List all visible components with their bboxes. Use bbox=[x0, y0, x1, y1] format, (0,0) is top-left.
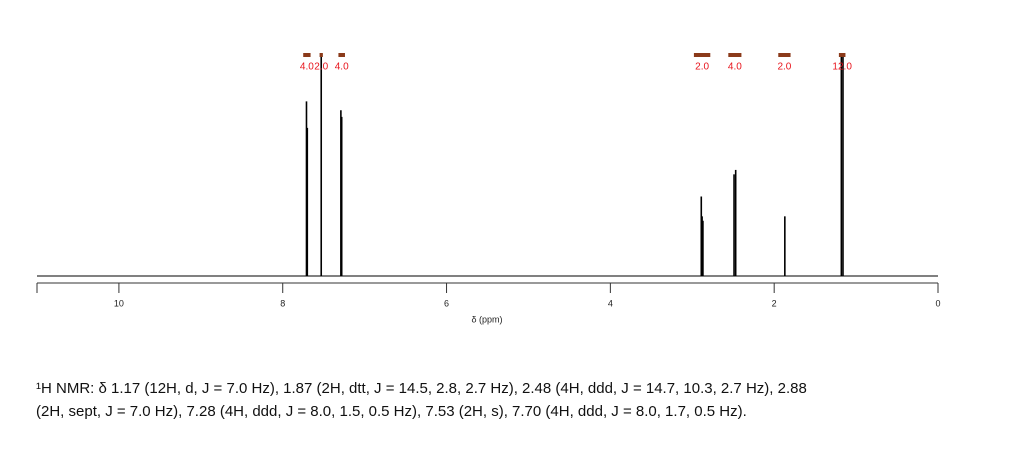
integral-label: 4.0 bbox=[728, 62, 742, 73]
integral-bar bbox=[693, 53, 711, 57]
integral-bar bbox=[778, 53, 791, 57]
x-tick-label: 6 bbox=[444, 298, 449, 308]
integral-label: 2.0 bbox=[777, 62, 791, 73]
integral-label: 4.0 bbox=[300, 62, 314, 73]
x-tick-label: 2 bbox=[772, 298, 777, 308]
integral-bar bbox=[338, 53, 345, 57]
integral-label: 4.0 bbox=[335, 62, 349, 73]
integral-bar bbox=[303, 53, 311, 57]
x-axis-label: δ (ppm) bbox=[471, 314, 502, 324]
integral-label: 12.0 bbox=[832, 62, 852, 73]
x-tick-label: 10 bbox=[114, 298, 124, 308]
integral-bar bbox=[838, 53, 846, 57]
integral-bar bbox=[728, 53, 742, 57]
x-tick-label: 8 bbox=[280, 298, 285, 308]
integral-label: 2.0 bbox=[695, 62, 709, 73]
caption-line: (2H, sept, J = 7.0 Hz), 7.28 (4H, ddd, J… bbox=[36, 403, 747, 420]
caption-line: ¹H NMR: δ 1.17 (12H, d, J = 7.0 Hz), 1.8… bbox=[36, 380, 807, 397]
x-tick-label: 4 bbox=[608, 298, 613, 308]
integral-label: 2.0 bbox=[314, 62, 328, 73]
x-tick-label: 0 bbox=[935, 298, 940, 308]
integral-bar bbox=[319, 53, 323, 57]
